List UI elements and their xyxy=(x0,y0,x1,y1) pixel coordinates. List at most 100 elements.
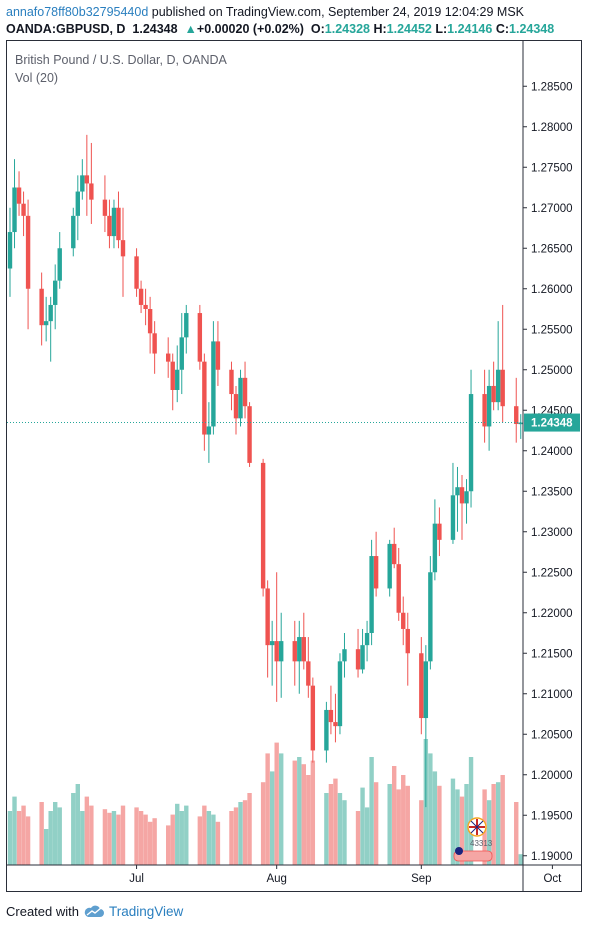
volume-bar xyxy=(111,811,117,865)
volume-bar xyxy=(333,778,338,865)
candle-body xyxy=(495,369,501,403)
candle-body xyxy=(269,641,275,646)
volume-bar xyxy=(48,811,53,865)
symbol-header: OANDA:GBPUSD, D 1.24348 ▲+0.00020 (+0.02… xyxy=(6,22,554,36)
candle-body xyxy=(419,653,424,719)
candle xyxy=(491,361,496,411)
candle-body xyxy=(455,487,460,496)
candle xyxy=(459,475,465,540)
candle-body xyxy=(500,369,505,407)
candle xyxy=(337,653,343,735)
author-link[interactable]: annafo78ff80b32795440d xyxy=(6,5,149,19)
candle-body xyxy=(71,215,76,249)
volume-bar xyxy=(211,814,216,865)
volume-bar xyxy=(134,807,139,865)
price-tick-label: 1.22500 xyxy=(531,567,573,579)
tradingview-logo-text[interactable]: TradingView xyxy=(108,904,184,919)
volume-bar xyxy=(464,784,469,865)
candle-body xyxy=(310,685,316,751)
volume-bar xyxy=(197,816,203,865)
candle xyxy=(102,175,108,233)
candle xyxy=(116,191,121,249)
volume-bar xyxy=(369,757,374,865)
volume-bar xyxy=(459,796,465,865)
candle-body xyxy=(279,641,284,662)
volume-bar xyxy=(310,760,316,865)
candle xyxy=(387,539,392,597)
volume-bar xyxy=(324,793,329,865)
volume-bar xyxy=(39,802,44,865)
candle-body xyxy=(333,722,338,727)
candle xyxy=(238,369,243,427)
price-tick-label: 1.23500 xyxy=(531,486,573,498)
candle xyxy=(80,159,85,200)
candle xyxy=(301,612,306,670)
price-tick-label: 1.26500 xyxy=(531,243,573,255)
candle xyxy=(269,620,275,686)
candlestick-chart[interactable]: 1.28500 1.28000 1.27500 1.27000 1.26500 1.260… xyxy=(7,41,581,891)
svg-text:43313: 43313 xyxy=(470,839,493,848)
volume-bar xyxy=(75,784,80,865)
candle xyxy=(464,479,469,524)
candle-body xyxy=(7,232,13,269)
volume-bar xyxy=(260,782,266,865)
candle xyxy=(179,313,184,395)
candle-body xyxy=(337,661,343,727)
candle xyxy=(143,288,148,326)
candle-body xyxy=(12,187,17,233)
last-price-badge xyxy=(524,413,580,432)
candle-body xyxy=(179,337,184,370)
price-axis[interactable]: 1.28500 1.28000 1.27500 1.27000 1.26500 1.260… xyxy=(523,81,573,863)
volume-bar xyxy=(360,787,365,865)
volume-bar xyxy=(405,785,410,865)
candle-body xyxy=(215,341,221,370)
time-tick-label: Oct xyxy=(543,873,562,885)
candle xyxy=(53,264,58,330)
candle xyxy=(364,620,370,662)
candle-body xyxy=(464,491,469,504)
candle xyxy=(292,620,297,686)
volume-bar xyxy=(25,816,31,865)
price-tick-label: 1.25000 xyxy=(531,365,573,377)
time-axis[interactable]: Jul Aug Sep Oct xyxy=(129,865,562,885)
candle-body xyxy=(48,304,53,322)
candle-body xyxy=(423,661,429,719)
candle-body xyxy=(102,199,108,216)
candle-body xyxy=(360,645,365,670)
candle-body xyxy=(459,487,465,504)
candle xyxy=(396,547,401,621)
candle-body xyxy=(396,564,401,613)
volume-bar xyxy=(292,760,297,865)
candle-body xyxy=(260,462,266,589)
candle-body xyxy=(39,288,44,326)
volume-bar xyxy=(337,793,343,865)
candle xyxy=(373,531,379,597)
volume-bar xyxy=(392,766,397,865)
volume-bar xyxy=(495,782,501,865)
price-tick-label: 1.21000 xyxy=(531,689,573,701)
candle-body xyxy=(247,406,252,463)
candle xyxy=(500,304,505,423)
candle xyxy=(138,280,144,314)
candle-body xyxy=(482,394,487,427)
candle-body xyxy=(197,313,203,362)
chart-panel[interactable]: 1.28500 1.28000 1.27500 1.27000 1.26500 1.260… xyxy=(6,40,582,892)
candle xyxy=(342,633,347,678)
candle xyxy=(206,402,212,463)
price-candles xyxy=(7,134,523,808)
volume-bar xyxy=(202,805,207,865)
volume-bar xyxy=(401,775,406,865)
open-label: O: xyxy=(310,22,325,36)
volume-bar xyxy=(500,775,505,865)
candle-body xyxy=(242,377,248,407)
candle-body xyxy=(84,175,90,184)
tradingview-cloud-icon xyxy=(84,905,104,917)
candle-body xyxy=(202,361,207,435)
volume-bar xyxy=(7,811,13,865)
volume-bar xyxy=(229,811,234,865)
volume-bar xyxy=(518,854,523,865)
candle-body xyxy=(428,572,433,662)
candle-body xyxy=(486,385,492,427)
candle xyxy=(333,693,338,743)
high-value: 1.24452 xyxy=(386,22,432,36)
